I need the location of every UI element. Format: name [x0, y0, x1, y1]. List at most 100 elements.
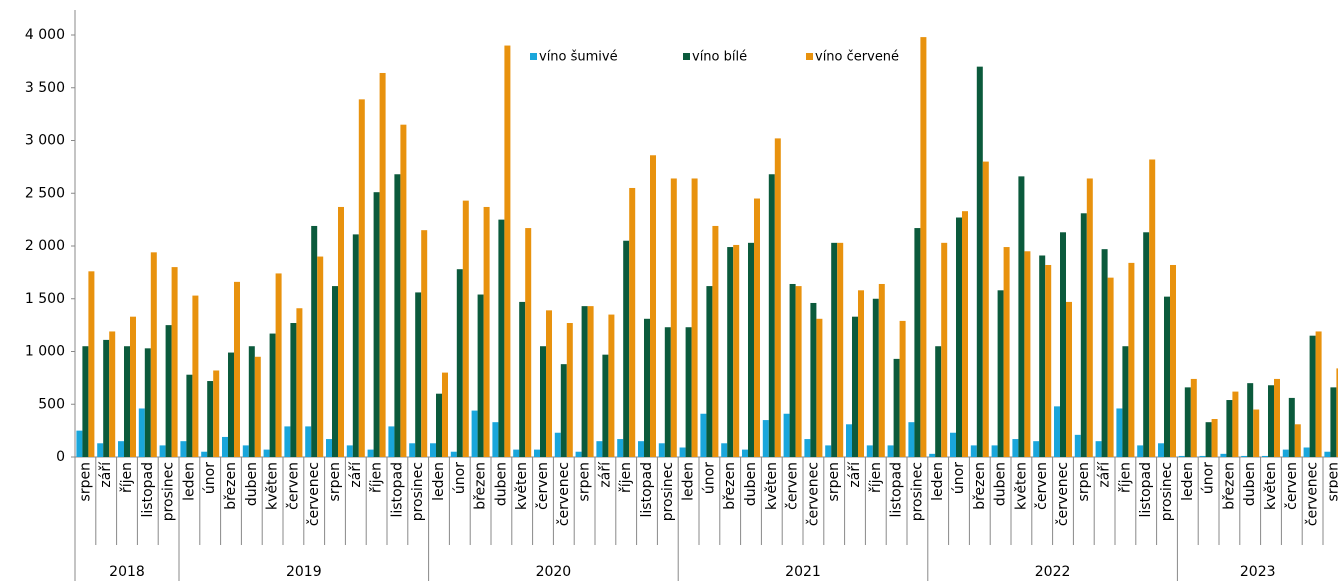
legend-swatch [683, 53, 690, 60]
bar [670, 178, 677, 458]
x-tick-label: říjen [868, 462, 884, 493]
bar [846, 424, 852, 457]
bar [263, 449, 270, 457]
bar [409, 443, 416, 457]
x-tick-label: duben [993, 462, 1009, 506]
bar [638, 441, 644, 457]
bar [186, 374, 193, 457]
bar [878, 283, 885, 457]
legend-label: víno šumivé [539, 50, 618, 65]
bar [1107, 277, 1114, 457]
bar [893, 358, 900, 457]
y-tick-label: 1 000 [25, 344, 65, 360]
bar [296, 308, 303, 457]
bar [159, 445, 166, 457]
x-tick-label: únor [701, 462, 717, 494]
bar [685, 327, 692, 457]
bar [1149, 159, 1156, 458]
x-tick-label: květen [1263, 462, 1279, 510]
bar [519, 301, 526, 457]
bar [471, 410, 478, 457]
bar [388, 426, 395, 457]
bar [305, 426, 312, 457]
bar [546, 310, 552, 457]
x-tick-label: prosinec [410, 462, 426, 521]
x-tick-label: listopad [639, 462, 655, 517]
bar [88, 271, 95, 457]
bar [130, 316, 136, 457]
x-tick-label: leden [431, 462, 447, 501]
bar [1330, 387, 1337, 457]
bar [1012, 439, 1019, 457]
bar [1232, 391, 1239, 457]
bar [1241, 455, 1248, 457]
bar [317, 256, 324, 457]
bar [1336, 368, 1338, 457]
bar [1164, 296, 1170, 457]
bar [956, 217, 962, 457]
bar [754, 198, 760, 457]
bar [242, 445, 249, 457]
bar [1095, 441, 1102, 457]
bar [150, 252, 157, 457]
bar [581, 306, 588, 457]
bar [858, 290, 864, 457]
bar [109, 331, 116, 457]
bar [207, 381, 214, 457]
y-tick-label: 4 000 [25, 27, 65, 43]
bar [1294, 424, 1301, 457]
bar [664, 327, 671, 457]
bar [124, 346, 130, 457]
bar [1045, 264, 1052, 457]
bar [1080, 213, 1087, 457]
bar [275, 273, 282, 457]
bar [1158, 443, 1164, 457]
bar [783, 413, 790, 457]
x-tick-label: květen [1013, 462, 1029, 510]
bar [629, 187, 636, 457]
x-tick-label: březen [972, 462, 988, 510]
x-tick-label: říjen [1117, 462, 1133, 493]
bar [1143, 232, 1150, 457]
bar [1137, 445, 1144, 457]
x-tick-label: srpen [77, 462, 93, 501]
bar [1170, 264, 1176, 457]
bar [269, 333, 276, 457]
bar [430, 443, 436, 457]
bar [554, 432, 561, 457]
bar [373, 192, 380, 457]
bar [768, 174, 775, 457]
bar [623, 240, 630, 457]
bar [367, 449, 374, 457]
x-tick-label: červenec [1305, 462, 1321, 526]
bar [852, 316, 858, 457]
x-tick-label: září [1097, 461, 1113, 488]
bar [941, 242, 948, 457]
x-tick-label: červenec [306, 462, 322, 526]
bar [950, 432, 956, 457]
x-tick-label: červen [535, 462, 551, 510]
year-label: 2022 [1035, 564, 1071, 580]
bar [1074, 434, 1081, 457]
bar [1003, 247, 1010, 457]
y-tick-label: 1 500 [25, 291, 65, 307]
x-tick-label: listopad [889, 462, 905, 517]
year-label: 2021 [785, 564, 821, 580]
bar [920, 37, 927, 458]
bar [1253, 409, 1260, 457]
legend-swatch [530, 53, 537, 60]
bar [358, 99, 365, 457]
y-tick-label: 3 000 [25, 133, 65, 149]
x-tick-label: červenec [1055, 462, 1071, 526]
x-tick-label: srpen [327, 462, 343, 501]
bar [504, 45, 511, 458]
bar [165, 325, 172, 457]
x-tick-label: září [847, 461, 863, 488]
x-tick-label: březen [223, 462, 239, 510]
bar [118, 441, 124, 457]
x-tick-label: březen [1221, 462, 1237, 510]
bar [644, 318, 650, 457]
bar [332, 286, 338, 457]
bar [492, 422, 499, 457]
